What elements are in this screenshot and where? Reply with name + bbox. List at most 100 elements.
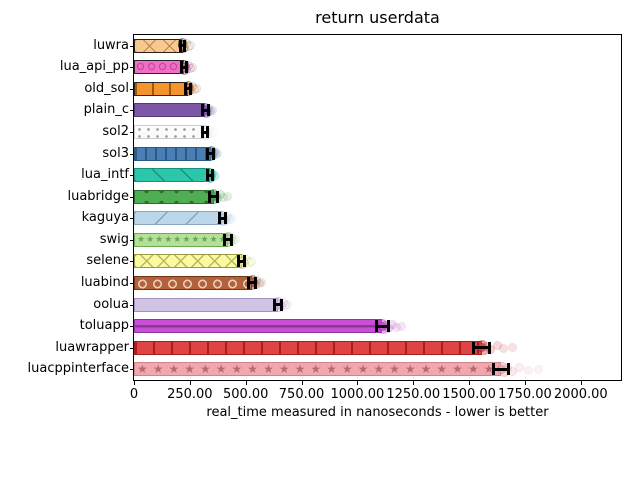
y-tick — [130, 304, 134, 306]
y-tick — [130, 347, 134, 349]
x-tick-label: 1750.00 — [498, 387, 552, 402]
x-tick-label: 1250.00 — [386, 387, 441, 402]
x-tick-label: 0 — [129, 387, 139, 402]
bar-oolua — [134, 297, 279, 312]
bar-sol2 — [134, 125, 206, 140]
x-tick — [524, 381, 526, 385]
sample-point — [257, 278, 267, 288]
error-bar-cap — [237, 255, 241, 268]
chart-title: return userdata — [315, 8, 440, 27]
x-tick-label: 500.00 — [222, 387, 269, 402]
bar-old_sol — [134, 81, 189, 96]
sample-point — [227, 213, 237, 223]
sample-point — [283, 300, 293, 310]
error-bar-cap — [273, 298, 277, 311]
error-bar-cap — [243, 255, 247, 268]
error-bar — [219, 216, 226, 220]
error-bar-cap — [200, 126, 204, 139]
y-tick-label-sol2: sol2 — [102, 124, 129, 140]
error-bar — [248, 281, 256, 285]
sample-point — [247, 256, 257, 266]
error-bar-cap — [229, 233, 233, 246]
x-tick-label: 750.00 — [278, 387, 325, 402]
bar-luabind — [134, 275, 253, 290]
y-tick-label-luacppinterface: luacppinterface — [27, 361, 129, 377]
x-tick-label: 1500.00 — [442, 387, 496, 402]
sample-point — [499, 344, 509, 354]
x-tick — [245, 381, 247, 385]
star-hatch: ★★★★★★★★★★★★★★★★★★★★★★★★★★★★★★★★★★★★★★★★… — [137, 363, 500, 376]
star-hatch: ★★★★★★★★★★★★★★★★★★★★★★★★★★★★★★★★★★★★★★★★… — [137, 234, 227, 245]
sample-point — [507, 343, 517, 353]
sample-point — [231, 235, 241, 245]
error-bar-cap — [206, 104, 210, 117]
error-bar — [473, 346, 490, 350]
y-tick — [130, 369, 134, 371]
bar-kaguya — [134, 211, 223, 226]
y-tick-label-oolua: oolua — [93, 296, 129, 312]
y-tick-label-lua_api_pp: lua_api_pp — [59, 59, 129, 75]
error-bar — [180, 44, 185, 48]
bar-luabridge — [134, 189, 214, 204]
y-tick-label-selene: selene — [86, 253, 129, 269]
y-tick — [130, 218, 134, 220]
sample-point — [523, 365, 533, 375]
error-bar-cap — [223, 233, 227, 246]
error-bar-cap — [183, 82, 187, 95]
x-tick — [357, 381, 359, 385]
error-bar-cap — [492, 363, 496, 376]
y-tick — [130, 67, 134, 69]
error-bar-cap — [208, 190, 211, 203]
y-tick — [130, 175, 134, 177]
sample-point — [185, 41, 195, 51]
y-tick-label-lua_intf: lua_intf — [81, 167, 129, 183]
error-bar-cap — [375, 320, 379, 333]
x-axis-label: real_time measured in nanoseconds - lowe… — [206, 405, 549, 420]
error-bar — [185, 87, 191, 91]
error-bar-cap — [488, 341, 492, 354]
error-bar-cap — [386, 320, 390, 333]
y-tick-label-sol3: sol3 — [102, 145, 129, 161]
bar-selene — [134, 254, 242, 269]
y-tick — [130, 132, 134, 134]
y-tick — [130, 261, 134, 263]
x-tick — [580, 381, 582, 385]
error-bar-cap — [179, 39, 183, 52]
error-bar-cap — [206, 147, 210, 160]
sample-point — [534, 364, 544, 374]
x-tick — [134, 381, 135, 385]
error-bar — [202, 108, 209, 112]
y-tick — [130, 45, 134, 47]
bar-plain_c — [134, 103, 206, 118]
y-tick-label-luwra: luwra — [93, 37, 129, 53]
bar-toluapp — [134, 319, 383, 334]
y-tick-label-luabind: luabind — [80, 274, 129, 290]
y-tick-label-luabridge: luabridge — [67, 188, 129, 204]
error-bar-cap — [206, 169, 210, 182]
x-tick-label: 250.00 — [167, 387, 213, 402]
y-tick — [130, 153, 134, 155]
x-tick — [469, 381, 471, 385]
x-tick — [301, 381, 303, 385]
x-tick-label: 1000.00 — [330, 387, 385, 402]
error-bar-cap — [180, 61, 184, 74]
error-bar — [209, 195, 218, 199]
error-bar-cap — [201, 104, 205, 117]
sample-point — [209, 127, 219, 137]
error-bar-cap — [247, 276, 251, 289]
error-bar-cap — [506, 363, 510, 376]
error-bar — [493, 367, 509, 371]
error-bar — [224, 238, 232, 242]
y-tick-label-luawrapper: luawrapper — [55, 339, 129, 355]
bar-sol3 — [134, 146, 211, 161]
sample-point — [192, 84, 202, 94]
plot-area: luwra lua_api_pp old_sol plain_c sol2 sol3 lua… — [28, 34, 622, 402]
bar-swig: ★★★★★★★★★★★★★★★★★★★★★★★★★★★★★★★★★★★★★★★★… — [134, 232, 229, 247]
bar-luawrapper — [134, 340, 482, 355]
error-bar-cap — [212, 147, 216, 160]
bar-lua_intf — [134, 168, 211, 183]
error-bar-cap — [223, 212, 227, 225]
sample-point — [188, 62, 198, 72]
error-bar-cap — [184, 61, 188, 74]
